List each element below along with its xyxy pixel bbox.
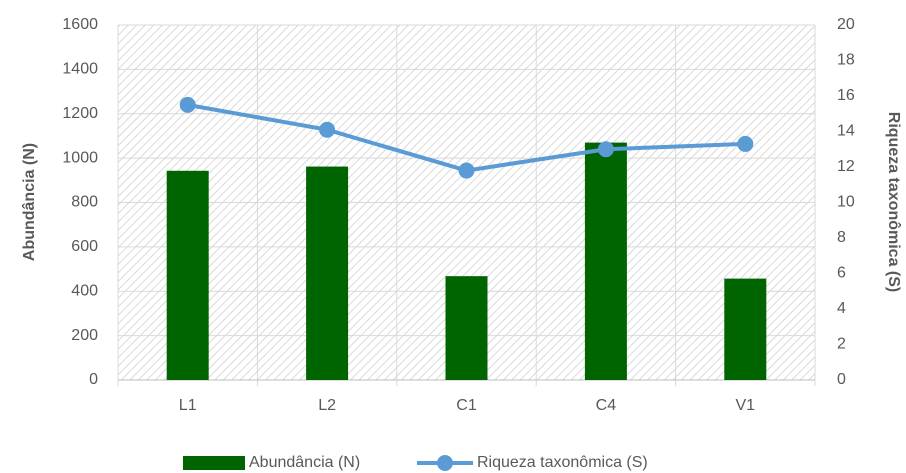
y2-tick-label: 10 xyxy=(837,194,855,211)
legend-swatch xyxy=(437,455,453,471)
y-tick-label: 1200 xyxy=(62,105,98,122)
y2-tick-label: 18 xyxy=(837,52,855,69)
y-tick-label: 400 xyxy=(71,282,98,299)
y-tick-label: 1600 xyxy=(62,16,98,33)
bar xyxy=(306,166,349,380)
legend-swatch xyxy=(183,456,245,470)
y2-axis-title: Riqueza taxonômica (S) xyxy=(885,112,902,292)
legend-label: Riqueza taxonômica (S) xyxy=(477,454,648,471)
line-point xyxy=(597,141,614,158)
y2-tick-label: 6 xyxy=(837,265,846,282)
y2-tick-label: 2 xyxy=(837,336,846,353)
bar xyxy=(724,278,767,380)
bar xyxy=(584,142,627,380)
x-tick-label: C4 xyxy=(596,397,617,414)
line-point xyxy=(319,121,336,138)
y2-tick-label: 12 xyxy=(837,158,855,175)
y-tick-label: 800 xyxy=(71,194,98,211)
y2-tick-label: 0 xyxy=(837,371,846,388)
y2-tick-label: 14 xyxy=(837,123,855,140)
y2-tick-label: 20 xyxy=(837,16,855,33)
line-point xyxy=(737,135,754,152)
y-axis-title: Abundância (N) xyxy=(21,143,38,261)
x-tick-label: V1 xyxy=(736,397,756,414)
y-tick-label: 1400 xyxy=(62,61,98,78)
bar xyxy=(166,170,209,380)
x-tick-label: L1 xyxy=(179,397,197,414)
x-tick-label: L2 xyxy=(318,397,336,414)
y-tick-label: 1000 xyxy=(62,149,98,166)
y-tick-label: 0 xyxy=(89,371,98,388)
legend-label: Abundância (N) xyxy=(249,454,360,471)
line-point xyxy=(179,96,196,113)
y2-tick-label: 16 xyxy=(837,87,855,104)
y-tick-label: 200 xyxy=(71,327,98,344)
line-point xyxy=(458,162,475,179)
y-tick-label: 600 xyxy=(71,238,98,255)
x-tick-label: C1 xyxy=(456,397,477,414)
y2-tick-label: 8 xyxy=(837,229,846,246)
y2-tick-label: 4 xyxy=(837,300,846,317)
bar xyxy=(445,276,488,380)
